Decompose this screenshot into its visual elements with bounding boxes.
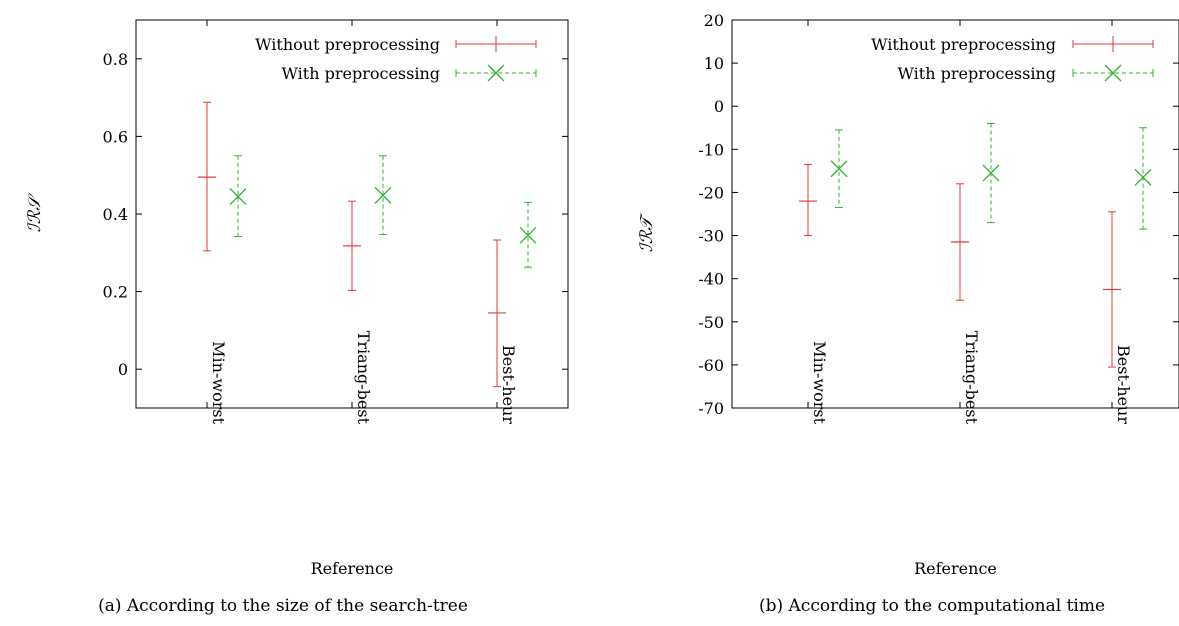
plot-frame: [731, 19, 1179, 409]
series-with-preprocessing: [830, 122, 1152, 230]
y-tick-label: -60: [698, 356, 724, 375]
chart-caption: (b) According to the computational time: [759, 596, 1105, 616]
y-tick-label: -50: [698, 313, 724, 332]
x-tick-label: Best-heur: [499, 345, 518, 424]
data-point: [830, 160, 848, 178]
data-point: [519, 226, 537, 244]
y-tick-label: 20: [704, 11, 724, 30]
y-tick-label: -10: [698, 140, 724, 159]
y-tick-label: 0: [118, 360, 128, 379]
x-tick-label: Min-worst: [810, 341, 829, 424]
y-tick-label: -30: [698, 227, 724, 246]
series-without-preprocessing: [799, 163, 1121, 368]
legend-label: With preprocessing: [282, 64, 441, 83]
y-tick-label: 0.4: [103, 205, 128, 224]
x-axis-label: Reference: [914, 559, 997, 578]
x-tick-label: Triang-best: [354, 331, 373, 425]
legend-label: Without preprocessing: [871, 35, 1056, 54]
series-without-preprocessing: [198, 101, 506, 388]
y-tick-label: 0.8: [103, 50, 128, 69]
legend-label: Without preprocessing: [255, 35, 440, 54]
y-tick-label: 0.6: [103, 127, 128, 146]
x-axis-label: Reference: [311, 559, 394, 578]
y-tick-label: -20: [698, 183, 724, 202]
legend-marker: [487, 64, 505, 82]
y-tick-label: -70: [698, 399, 724, 418]
series-with-preprocessing: [229, 155, 537, 268]
x-tick-label: Best-heur: [1114, 345, 1133, 424]
legend-label: With preprocessing: [898, 64, 1057, 83]
legend-marker: [1104, 64, 1122, 82]
y-tick-label: 0.2: [103, 283, 128, 302]
data-point: [374, 186, 392, 204]
chart-a: 0 0.2 0.4 0.6 0.8 Min-worst Triang-best Best-he…: [25, 19, 569, 616]
data-point: [229, 188, 247, 205]
data-point: [982, 164, 1000, 182]
y-axis-label: ℐℛ𝒯: [637, 213, 657, 253]
y-tick-label: 10: [704, 54, 724, 73]
chart-caption: (a) According to the size of the search-…: [98, 596, 468, 616]
data-point: [1134, 168, 1152, 186]
y-axis-label: ℐℛ𝒮: [25, 193, 45, 233]
x-tick-label: Min-worst: [209, 341, 228, 424]
y-tick-label: 0: [714, 97, 724, 116]
chart-b: 20 10 0 -10 -20 -30 -40 -50 -60 -70 Min-worst Trian…: [637, 11, 1179, 616]
x-tick-label: Triang-best: [962, 331, 981, 425]
y-tick-label: -40: [698, 270, 724, 289]
